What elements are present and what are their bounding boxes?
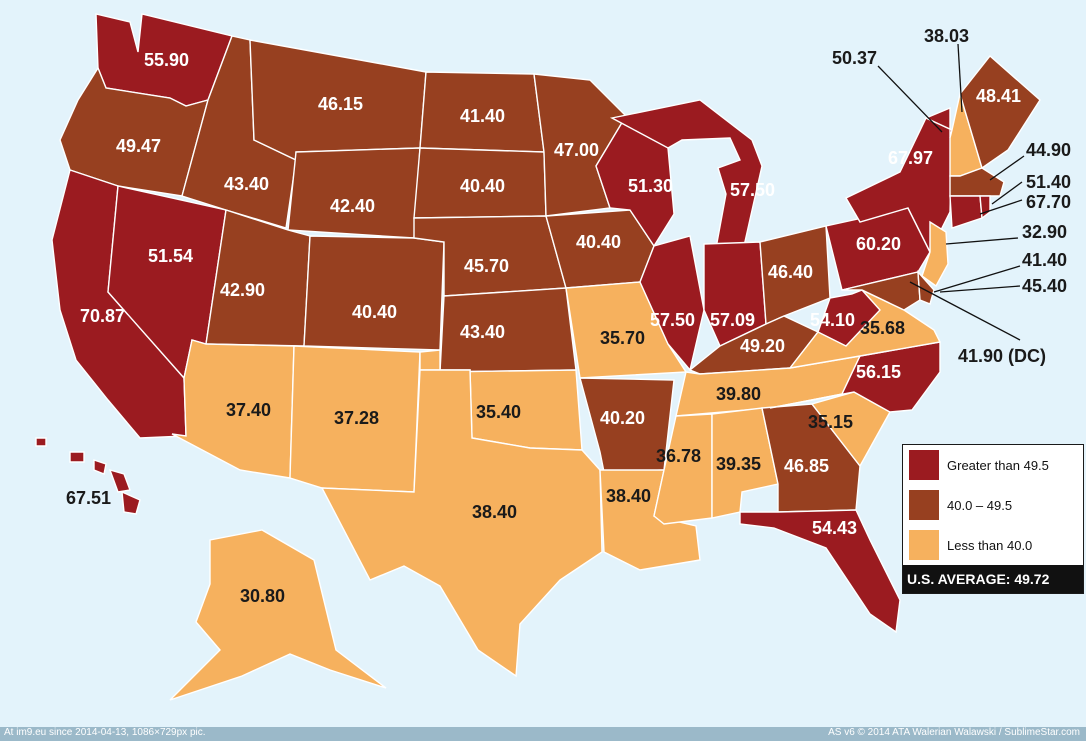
label-ia: 40.40	[576, 232, 621, 252]
label-me: 48.41	[976, 86, 1021, 106]
label-sd: 40.40	[460, 176, 505, 196]
label-wy: 42.40	[330, 196, 375, 216]
legend-swatch-low	[909, 530, 939, 560]
state-ct	[949, 195, 983, 229]
label-ri: 51.40	[1026, 172, 1071, 192]
label-nh: 38.03	[924, 26, 969, 46]
states-layer	[35, 13, 1041, 701]
legend-label-low: Less than 40.0	[947, 537, 1033, 553]
label-nd: 41.40	[460, 106, 505, 126]
label-de: 41.40	[1022, 250, 1067, 270]
legend-item-mid: 40.0 – 49.5	[903, 485, 1083, 525]
label-fl: 54.43	[812, 518, 857, 538]
state-ri	[979, 195, 991, 220]
state-labels: 55.90 49.47 70.87 51.54 43.40 46.15 42.4…	[66, 26, 1071, 606]
footer-right-text: AS v6 © 2014 ATA Walerian Walawski / Sub…	[828, 727, 1080, 738]
legend-label-mid: 40.0 – 49.5	[947, 497, 1013, 513]
state-mo	[565, 281, 688, 379]
label-ky: 49.20	[740, 336, 785, 356]
legend-item-high: Greater than 49.5	[903, 445, 1083, 485]
state-co	[303, 235, 445, 351]
label-mn: 47.00	[554, 140, 599, 160]
footer-bar: At im9.eu since 2014-04-13, 1086×729px p…	[0, 727, 1086, 741]
label-ak: 30.80	[240, 586, 285, 606]
label-la: 38.40	[606, 486, 651, 506]
leader-lines	[877, 43, 1025, 341]
state-tx	[320, 369, 603, 678]
label-ks: 43.40	[460, 322, 505, 342]
label-ut: 42.90	[220, 280, 265, 300]
state-me	[959, 54, 1041, 170]
state-nj	[921, 220, 949, 288]
label-nm: 37.28	[334, 408, 379, 428]
label-hi: 67.51	[66, 488, 111, 508]
label-mi: 57.50	[730, 180, 775, 200]
state-oh	[759, 225, 831, 326]
label-ca: 70.87	[80, 306, 125, 326]
label-ga: 46.85	[784, 456, 829, 476]
us-average-banner: U.S. AVERAGE: 49.72	[903, 565, 1083, 593]
label-sc: 35.15	[808, 412, 853, 432]
legend-item-low: Less than 40.0	[903, 525, 1083, 565]
legend-swatch-high	[909, 450, 939, 480]
label-wa: 55.90	[144, 50, 189, 70]
label-va: 35.68	[860, 318, 905, 338]
label-oh: 46.40	[768, 262, 813, 282]
label-mt: 46.15	[318, 94, 363, 114]
state-ak	[169, 529, 387, 701]
label-ok: 35.40	[476, 402, 521, 422]
label-nv: 51.54	[148, 246, 193, 266]
label-wi: 51.30	[628, 176, 673, 196]
label-dc: 41.90 (DC)	[958, 346, 1046, 366]
label-ny: 67.97	[888, 148, 933, 168]
label-id: 43.40	[224, 174, 269, 194]
state-md	[841, 271, 921, 311]
state-mi	[609, 99, 763, 249]
label-wv: 54.10	[810, 310, 855, 330]
label-mo: 35.70	[600, 328, 645, 348]
label-ms: 36.78	[656, 446, 701, 466]
map-legend: Greater than 49.5 40.0 – 49.5 Less than …	[902, 444, 1084, 594]
label-ne: 45.70	[464, 256, 509, 276]
state-de	[917, 269, 935, 305]
label-tn: 39.80	[716, 384, 761, 404]
state-wy	[287, 147, 421, 239]
label-az: 37.40	[226, 400, 271, 420]
label-nc: 56.15	[856, 362, 901, 382]
label-md: 45.40	[1022, 276, 1067, 296]
legend-label-high: Greater than 49.5	[947, 457, 1049, 473]
label-vt: 50.37	[832, 48, 877, 68]
label-nj: 32.90	[1022, 222, 1067, 242]
label-ma: 44.90	[1026, 140, 1071, 160]
state-ny	[845, 117, 953, 254]
state-hi	[35, 437, 141, 515]
state-fl	[739, 509, 901, 634]
footer-left-text: At im9.eu since 2014-04-13, 1086×729px p…	[4, 727, 206, 738]
legend-swatch-mid	[909, 490, 939, 520]
label-co: 40.40	[352, 302, 397, 322]
label-or: 49.47	[116, 136, 161, 156]
label-il: 57.50	[650, 310, 695, 330]
label-ar: 40.20	[600, 408, 645, 428]
label-in: 57.09	[710, 310, 755, 330]
label-al: 39.35	[716, 454, 761, 474]
label-ct: 67.70	[1026, 192, 1071, 212]
label-tx: 38.40	[472, 502, 517, 522]
label-pa: 60.20	[856, 234, 901, 254]
